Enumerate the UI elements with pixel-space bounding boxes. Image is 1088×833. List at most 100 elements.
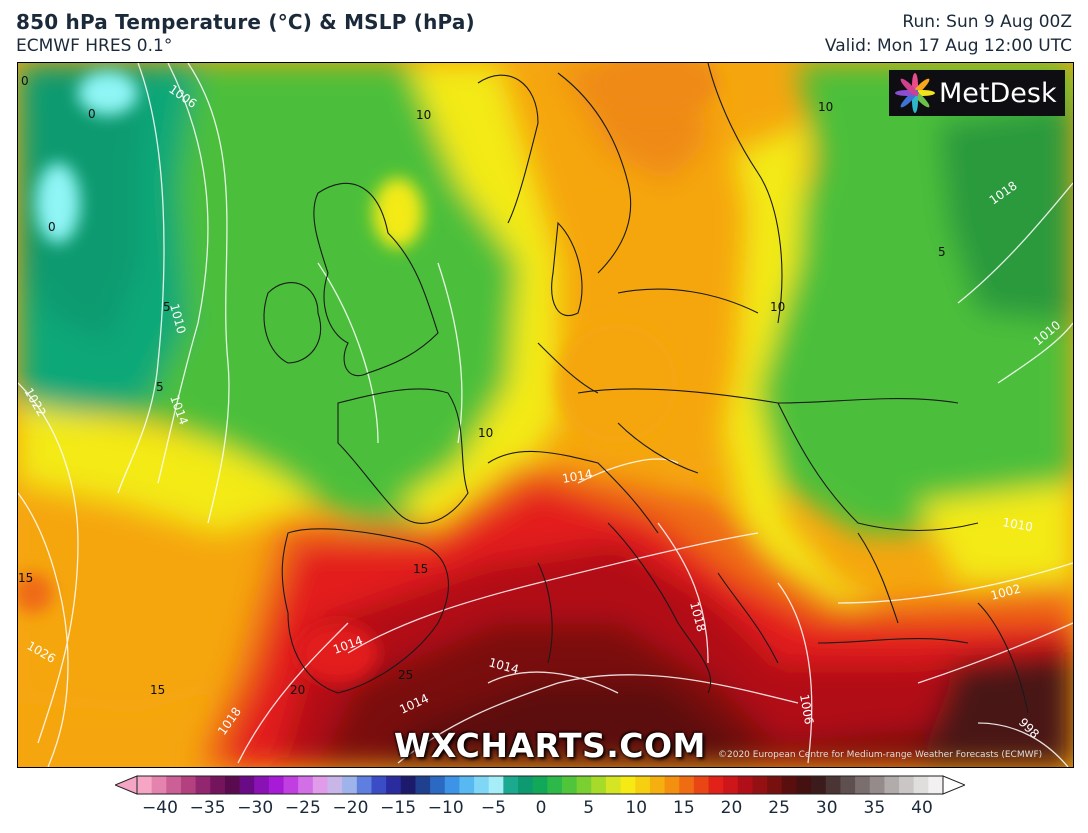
t-label: 10 [416,108,431,122]
colorbar-cell [884,776,900,794]
colorbar-cell [239,776,255,794]
colorbar-cell [210,776,226,794]
colorbar [115,775,965,795]
colorbar-tick-label: −5 [480,798,506,818]
colorbar-cell [400,776,417,794]
colorbar-cell [869,776,885,794]
colorbar-cell [371,776,387,794]
colorbar-cell [298,776,314,794]
colorbar-cell [767,776,783,794]
colorbar-cell [342,776,358,794]
colorbar-cell [518,776,534,794]
colorbar-tick-label: 35 [863,798,886,818]
colorbar-left-arrow [115,775,138,795]
colorbar-tick-label: −35 [189,798,226,818]
colorbar-tick-label: 25 [768,798,790,818]
t-label: 5 [163,300,171,314]
t-label: 15 [18,571,33,585]
t-label: 15 [413,562,428,576]
colorbar-cell [591,776,607,794]
colorbar-cell [166,776,182,794]
t-label: 0 [21,74,29,88]
colorbar-cell [430,776,446,794]
colorbar-tick-label: 30 [815,798,838,818]
t-label: 20 [290,683,305,697]
colorbar-cell [532,776,548,794]
colorbar-cell [327,776,343,794]
colorbar-cell [899,776,915,794]
p-label: 1010 [1001,515,1034,534]
coastlines [263,63,1029,714]
colorbar-cell [752,776,768,794]
colorbar-ticks: −40 −35 −30 −25 −20 −15 −10 −5 0 5 10 15 20 25 30 35 40 [0,796,1088,826]
t-label: 10 [478,426,493,440]
colorbar-tick-label: 20 [720,798,743,818]
detail-blobs [18,63,718,683]
wxcharts-watermark: WXCHARTS.COM [394,726,706,765]
colorbar-right-arrow [942,775,965,795]
t-label: 15 [150,683,165,697]
colorbar-cell [693,776,710,794]
t-label: 10 [770,300,785,314]
t-label: 5 [156,380,164,394]
colorbar-cell [283,776,299,794]
colorbar-cell [459,776,475,794]
colorbar-tick-label: 5 [583,798,595,818]
colorbar-cell [268,776,285,794]
colorbar-cell [195,776,211,794]
metdesk-logo: MetDesk [889,70,1065,116]
colorbar-cell [811,776,827,794]
model-subtitle: ECMWF HRES 0.1° [16,36,173,56]
colorbar-cell [928,776,944,794]
header-left: 850 hPa Temperature (°C) & MSLP (hPa) EC… [16,10,475,56]
colorbar-cell [635,776,651,794]
colorbar-cell [137,776,153,794]
p-label: 1014 [561,467,594,486]
colorbar-tick-label: 15 [673,798,695,818]
colorbar-cell [737,776,754,794]
metdesk-wordmark: MetDesk [939,77,1057,109]
colorbar-cell [620,776,636,794]
ecmwf-credit: ©2020 European Centre for Medium-range W… [718,750,1043,760]
colorbar-tick-label: 10 [625,798,648,818]
valid-time: Valid: Mon 17 Aug 12:00 UTC [824,36,1072,56]
t-label: 5 [938,245,946,259]
colorbar-cell [664,776,680,794]
colorbar-tick-label: −15 [380,798,417,818]
colorbar-cell [723,776,739,794]
colorbar-tick-label: 40 [911,798,933,818]
colorbar-cell [855,776,871,794]
colorbar-tick-label: −10 [427,798,464,818]
header-right: Run: Sun 9 Aug 00Z Valid: Mon 17 Aug 12:… [825,12,1072,56]
colorbar-cell [312,776,329,794]
colorbar-cell [415,776,431,794]
colorbar-cell [488,776,504,794]
run-time: Run: Sun 9 Aug 00Z [902,12,1072,32]
colorbar-cell [224,776,241,794]
chart-title: 850 hPa Temperature (°C) & MSLP (hPa) [16,10,475,34]
colorbar-tick-label: −20 [332,798,369,818]
colorbar-cell [679,776,695,794]
colorbar-tick-label: −40 [142,798,178,818]
p-label: 1006 [797,693,816,726]
colorbar-cell [547,776,563,794]
metdesk-flower-icon [895,73,935,113]
colorbar-cell [781,776,798,794]
weather-map[interactable]: 0 0 0 5 5 10 10 10 10 5 15 15 15 20 25 1… [17,62,1074,768]
colorbar-cell [649,776,666,794]
pressure-labels: 1006 1010 1014 1022 1018 1010 1014 1014 … [21,82,1063,741]
colorbar-cell [180,776,197,794]
map-canvas: 0 0 0 5 5 10 10 10 10 5 15 15 15 20 25 1… [18,63,1073,767]
colorbar-cell [913,776,929,794]
colorbar-frame [136,775,944,795]
colorbar-cell [503,776,519,794]
colorbar-cells [137,776,944,794]
colorbar-cell [605,776,622,794]
t-label: 10 [818,100,833,114]
colorbar-cell [561,776,578,794]
colorbar-cell [708,776,724,794]
colorbar-cell [151,776,167,794]
colorbar-tick-label: −30 [237,798,274,818]
colorbar-tick-label: 0 [535,798,547,818]
temperature-field [18,63,1073,767]
